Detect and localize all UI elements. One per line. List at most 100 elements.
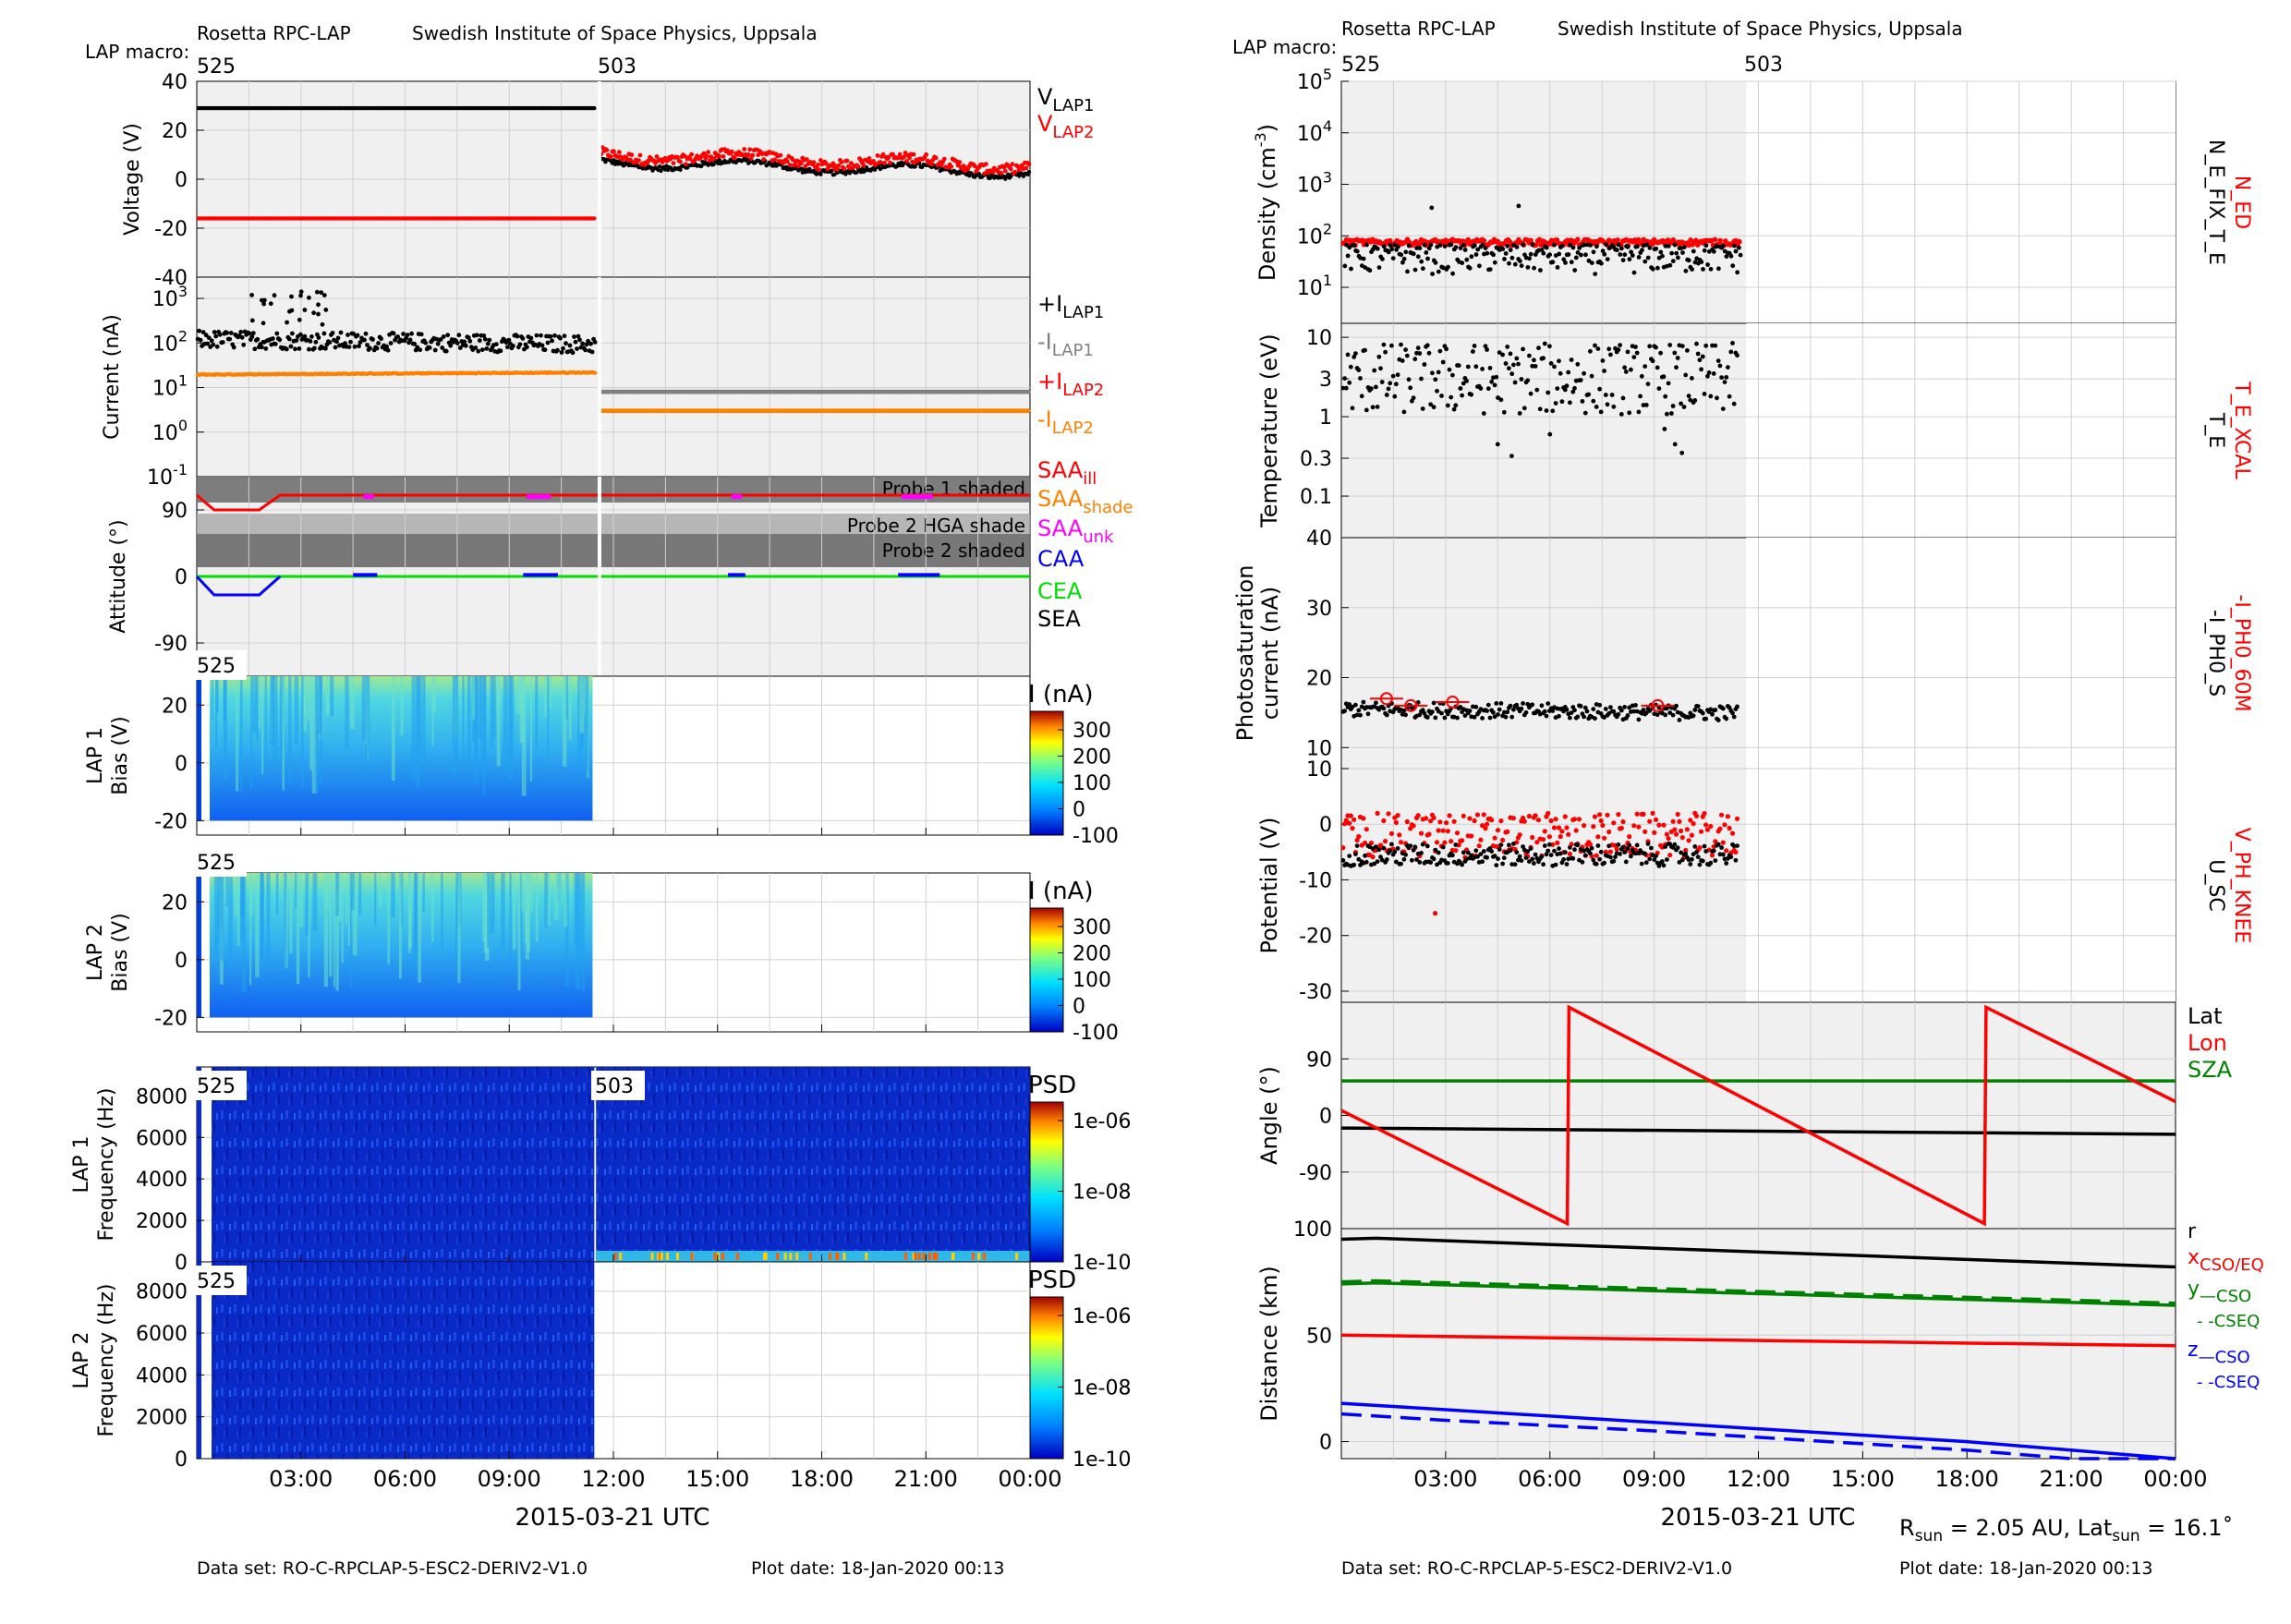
data-point xyxy=(1516,203,1521,209)
data-point xyxy=(1686,838,1691,843)
data-point xyxy=(1494,863,1499,867)
data-point xyxy=(1505,345,1510,349)
data-point xyxy=(534,333,539,338)
data-point xyxy=(1550,709,1556,713)
data-point xyxy=(1476,843,1482,849)
data-point xyxy=(1700,858,1705,864)
data-point xyxy=(1597,386,1602,392)
tick-base: 10 xyxy=(152,333,178,356)
macro-tag-bg xyxy=(591,1071,645,1100)
data-point xyxy=(1602,860,1606,866)
data-point xyxy=(1627,410,1632,416)
data-point xyxy=(1636,824,1642,830)
x-tick-label: 09:00 xyxy=(1622,1466,1686,1492)
data-point xyxy=(1509,862,1515,867)
data-point xyxy=(1708,860,1714,866)
y-tick-label: 8000 xyxy=(136,1085,188,1109)
data-point xyxy=(1582,705,1588,710)
y-tick-label: 102 xyxy=(1297,220,1332,248)
data-point xyxy=(1508,248,1513,252)
data-point xyxy=(1521,346,1525,352)
data-point xyxy=(1655,712,1660,718)
data-point xyxy=(351,331,356,336)
data-point xyxy=(1603,707,1608,711)
spectrogram-streak xyxy=(562,676,567,767)
data-point xyxy=(1582,823,1587,829)
data-point xyxy=(1708,823,1714,830)
data-point xyxy=(1519,263,1524,269)
data-point xyxy=(1498,842,1504,847)
data-point xyxy=(1012,169,1018,175)
data-point xyxy=(1717,363,1723,369)
spectrogram-streak xyxy=(213,873,218,955)
data-point xyxy=(263,346,269,351)
data-point xyxy=(1525,378,1531,383)
data-point xyxy=(1503,714,1509,720)
data-point xyxy=(1539,703,1545,709)
data-point xyxy=(798,161,804,166)
data-point xyxy=(1444,346,1449,352)
data-point xyxy=(1381,244,1387,249)
empty-region xyxy=(1748,323,2176,538)
data-point xyxy=(747,147,753,152)
colorbar-tick-label: 1e-08 xyxy=(1073,1182,1131,1205)
header-macro-525-left: 525 xyxy=(197,55,236,79)
data-point xyxy=(1552,364,1557,370)
spectrogram-streak xyxy=(578,873,583,960)
data-point xyxy=(1439,710,1444,716)
colorbar-tick-label: 100 xyxy=(1073,969,1111,992)
data-point xyxy=(849,161,854,166)
data-point xyxy=(1460,261,1465,265)
data-point xyxy=(1473,704,1479,709)
data-point xyxy=(1544,245,1549,250)
data-point xyxy=(1566,831,1571,837)
data-point xyxy=(1598,849,1604,854)
axis-ylabel-line: Photosaturation xyxy=(1232,565,1258,742)
axis-ylabel-line: Current (nA) xyxy=(101,314,124,440)
data-point xyxy=(249,293,254,297)
spectrogram-streak xyxy=(547,676,550,758)
data-point xyxy=(1591,707,1596,711)
data-point xyxy=(1348,364,1353,370)
data-point xyxy=(1445,861,1450,866)
y-tick-label: 0.3 xyxy=(1300,448,1332,471)
data-point xyxy=(1652,830,1657,836)
spectrogram-streak xyxy=(225,873,228,907)
data-point xyxy=(1483,344,1488,349)
data-point xyxy=(1694,850,1699,854)
data-point xyxy=(1501,409,1507,415)
data-point xyxy=(1631,355,1637,359)
spectrogram-streak xyxy=(558,873,563,903)
data-point xyxy=(1676,255,1680,261)
data-point xyxy=(1650,358,1655,364)
data-point xyxy=(308,339,313,344)
data-point xyxy=(1597,812,1603,818)
psd-hot xyxy=(951,1253,954,1260)
legend-main: +I xyxy=(1037,369,1062,394)
spectrogram-streak xyxy=(358,873,362,915)
data-point xyxy=(1636,255,1642,260)
data-point xyxy=(1440,844,1446,850)
data-point xyxy=(1375,246,1380,251)
spectrogram-streak xyxy=(256,676,259,740)
data-point xyxy=(252,346,258,352)
data-point xyxy=(1508,703,1513,709)
data-point xyxy=(1497,350,1502,355)
data-point xyxy=(1419,259,1424,264)
data-point xyxy=(1453,245,1459,249)
legend-entry: CAA xyxy=(1037,546,1085,572)
data-point xyxy=(1017,174,1022,178)
data-point xyxy=(1569,710,1574,715)
data-point xyxy=(1376,354,1382,359)
data-point xyxy=(200,330,206,334)
data-point xyxy=(1489,379,1495,384)
data-point xyxy=(1403,712,1408,718)
data-point xyxy=(1618,825,1624,831)
data-point xyxy=(875,153,880,158)
spectrogram-streak xyxy=(441,873,443,950)
data-point xyxy=(203,333,209,338)
data-point xyxy=(1616,711,1621,717)
